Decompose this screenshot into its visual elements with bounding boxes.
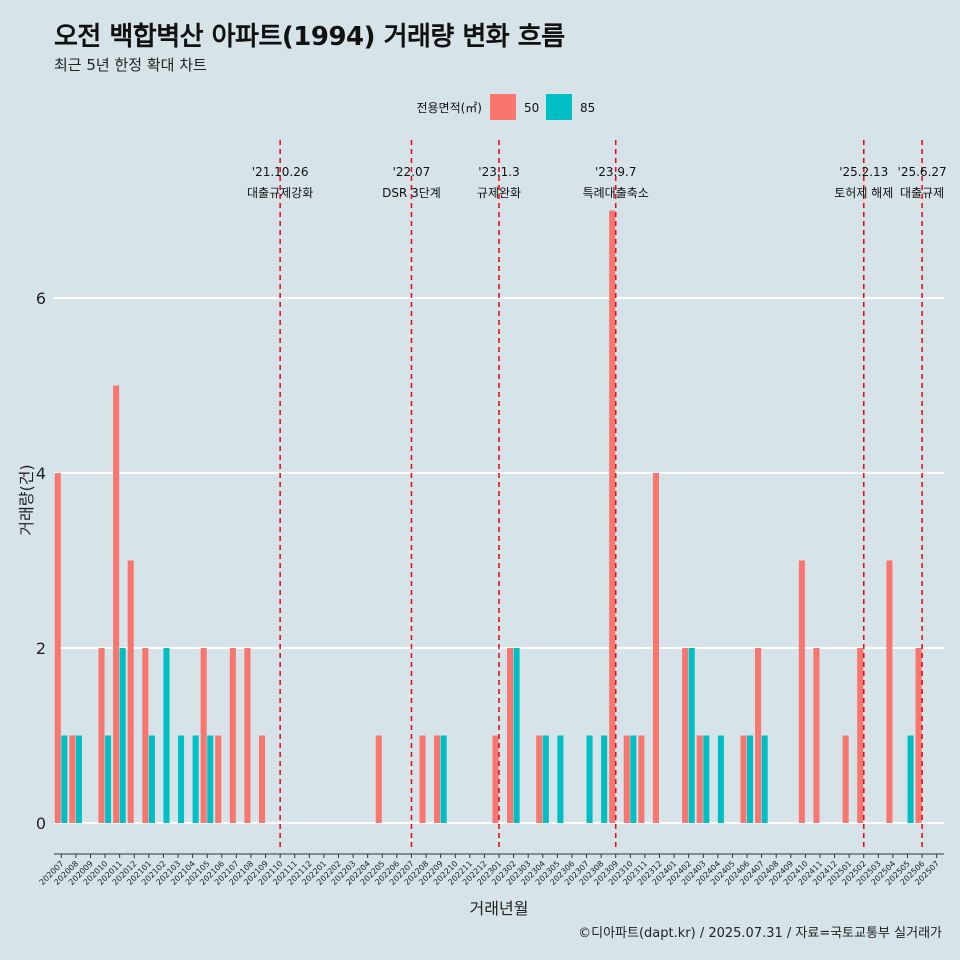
y-axis-title: 거래량(건) xyxy=(17,464,36,535)
bar-50-202106 xyxy=(215,735,222,823)
bar-85-202403 xyxy=(703,735,710,823)
legend-swatch-85 xyxy=(546,94,572,120)
y-tick-label: 6 xyxy=(36,289,46,308)
event-label: 대출규제강화 xyxy=(247,186,313,200)
bar-50-202008 xyxy=(69,735,76,823)
bar-50-202310 xyxy=(623,735,630,823)
bar-50-202010 xyxy=(98,648,105,823)
bar-50-202011 xyxy=(113,385,120,823)
bar-50-202407 xyxy=(755,648,762,823)
bar-85-202302 xyxy=(513,648,520,823)
bar-85-202103 xyxy=(178,735,185,823)
event-label: DSR 3단계 xyxy=(382,186,441,200)
bar-50-202301 xyxy=(492,735,499,823)
chart-title: 오전 백합벽산 아파트(1994) 거래량 변화 흐름 xyxy=(54,22,565,52)
bar-50-202101 xyxy=(142,648,149,823)
bar-85-202102 xyxy=(163,648,170,823)
bar-50-202403 xyxy=(696,735,703,823)
bar-50-202411 xyxy=(813,648,820,823)
y-tick-label: 4 xyxy=(36,464,46,483)
bar-85-202304 xyxy=(542,735,549,823)
legend-swatch-50 xyxy=(490,94,516,120)
legend-label-50: 50 xyxy=(524,101,539,115)
legend: 전용면적(㎡) 50 85 xyxy=(416,94,595,120)
bar-85-202307 xyxy=(586,735,593,823)
bar-50-202504 xyxy=(886,560,893,823)
y-tick-label: 2 xyxy=(36,639,46,658)
bar-50-202012 xyxy=(127,560,134,823)
event-markers: '21.10.26 대출규제강화 '22.07 DSR 3단계 '23.1.3 규제완화 '… xyxy=(247,140,947,848)
event-date: '25.2.13 xyxy=(839,165,888,179)
bar-85-202404 xyxy=(717,735,724,823)
x-axis-title: 거래년월 xyxy=(470,899,529,918)
bar-85-202010 xyxy=(105,735,112,823)
event-date: '22.07 xyxy=(393,165,431,179)
bar-85-202008 xyxy=(75,735,82,823)
bar-50-202109 xyxy=(258,735,266,823)
bar-50-202209 xyxy=(434,735,441,823)
bar-50-202406 xyxy=(740,735,747,823)
bar-85-202305 xyxy=(557,735,564,823)
bar-50-202007 xyxy=(54,473,61,823)
event-label: 규제완화 xyxy=(477,186,521,200)
bar-50-202506 xyxy=(915,648,922,823)
bar-85-202407 xyxy=(761,735,768,823)
bars xyxy=(54,210,922,823)
bar-85-202310 xyxy=(630,735,637,823)
bar-85-202505 xyxy=(907,735,914,823)
bar-50-202304 xyxy=(536,735,543,823)
event-date: '21.10.26 xyxy=(252,165,309,179)
bar-50-202312 xyxy=(652,473,659,823)
bar-85-202402 xyxy=(688,648,695,823)
bar-50-202302 xyxy=(507,648,514,823)
legend-label-85: 85 xyxy=(580,101,595,115)
bar-85-202209 xyxy=(440,735,447,823)
y-tick-label: 0 xyxy=(36,814,46,833)
bar-50-202402 xyxy=(682,648,689,823)
bar-85-202011 xyxy=(119,648,126,823)
bar-85-202406 xyxy=(747,735,754,823)
bar-85-202007 xyxy=(61,735,68,823)
bar-50-202105 xyxy=(200,648,207,823)
bar-85-202101 xyxy=(148,735,155,823)
bar-50-202311 xyxy=(638,735,645,823)
bar-85-202308 xyxy=(601,735,608,823)
event-date: '23.1.3 xyxy=(478,165,519,179)
bar-50-202502 xyxy=(857,648,864,823)
bar-85-202105 xyxy=(207,735,214,823)
source-caption: ©디아파트(dapt.kr) / 2025.07.31 / 자료=국토교통부 실… xyxy=(578,926,942,941)
bar-50-202410 xyxy=(798,560,805,823)
bar-50-202309 xyxy=(609,210,616,823)
event-date: '25.6.27 xyxy=(898,165,947,179)
bar-50-202107 xyxy=(229,648,236,823)
bar-50-202208 xyxy=(419,735,426,823)
event-label: 토허제 해제 xyxy=(834,186,893,200)
axes: 0246202007202008202009202010202011202012… xyxy=(36,289,944,887)
bar-50-202501 xyxy=(842,735,849,823)
chart-subtitle: 최근 5년 한정 확대 차트 xyxy=(54,56,207,74)
event-date: '23.9.7 xyxy=(595,165,636,179)
legend-title: 전용면적(㎡) xyxy=(416,101,482,115)
bar-50-202205 xyxy=(375,735,382,823)
bar-50-202108 xyxy=(244,648,251,823)
bar-85-202104 xyxy=(192,735,199,823)
event-label: 대출규제 xyxy=(900,186,944,200)
event-label: 특례대출축소 xyxy=(583,186,649,200)
